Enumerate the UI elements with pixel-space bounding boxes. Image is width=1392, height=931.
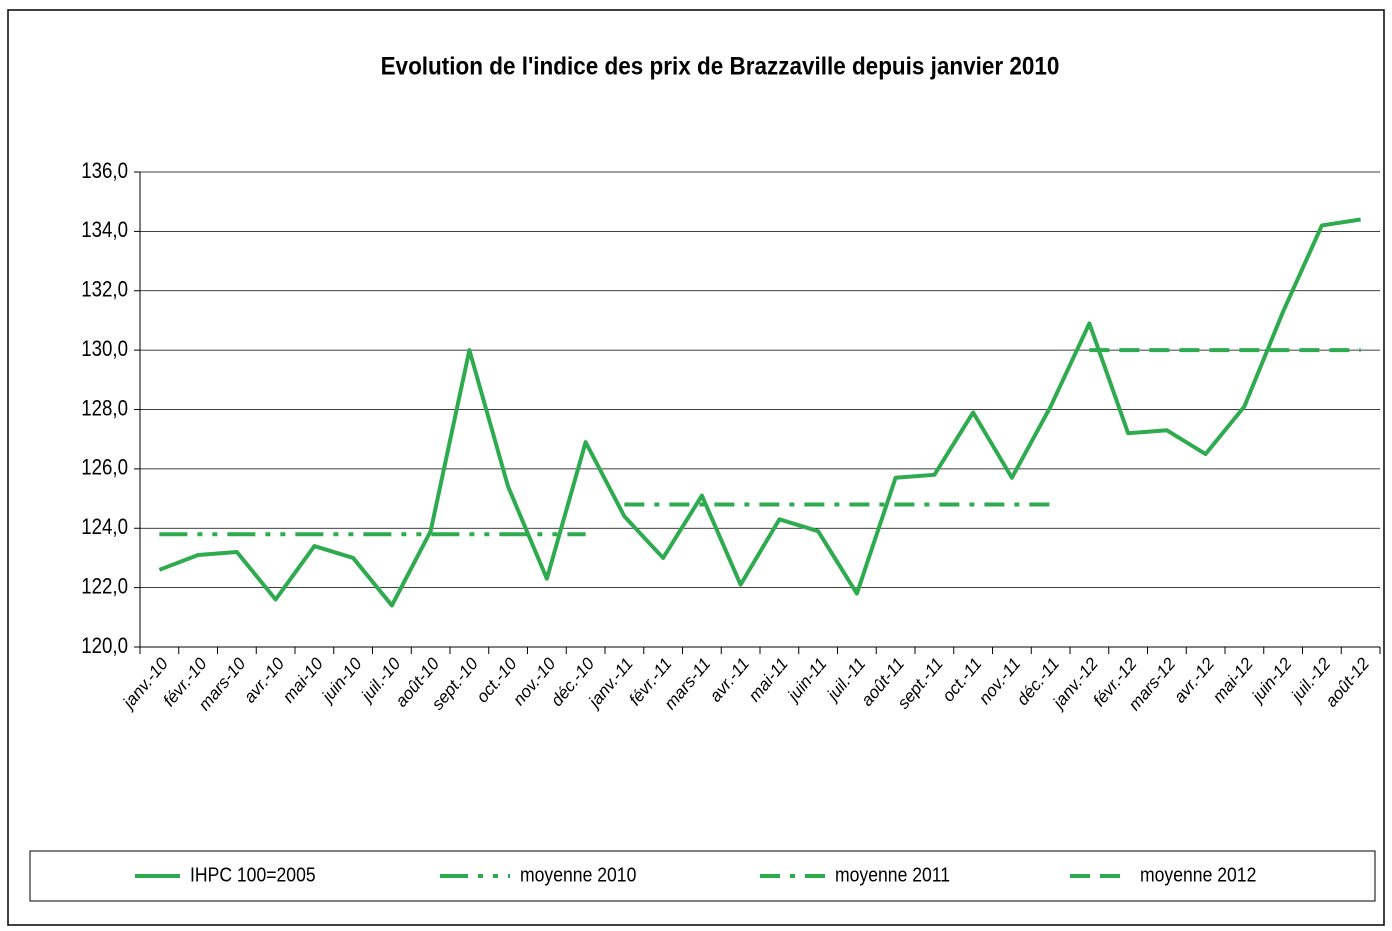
y-tick-label: 134,0 [81,219,128,243]
y-tick-label: 126,0 [81,456,128,480]
chart-border [7,9,1385,926]
data-line [158,217,1361,608]
legend-label: moyenne 2012 [1140,863,1256,885]
y-tick-label: 128,0 [81,397,128,421]
y-tick-label: 130,0 [81,338,128,362]
legend-label: moyenne 2010 [520,863,636,885]
y-tick-label: 122,0 [81,575,128,599]
legend-box [29,850,1376,902]
y-tick-label: 124,0 [81,516,128,540]
y-tick-label: 136,0 [81,159,128,183]
y-tick-label: 132,0 [81,278,128,302]
y-tick-label: 120,0 [81,634,128,658]
legend-label: moyenne 2011 [835,863,950,885]
chart-title: Evolution de l'indice des prix de Brazza… [381,53,1060,81]
legend-label: IHPC 100=2005 [190,863,316,885]
